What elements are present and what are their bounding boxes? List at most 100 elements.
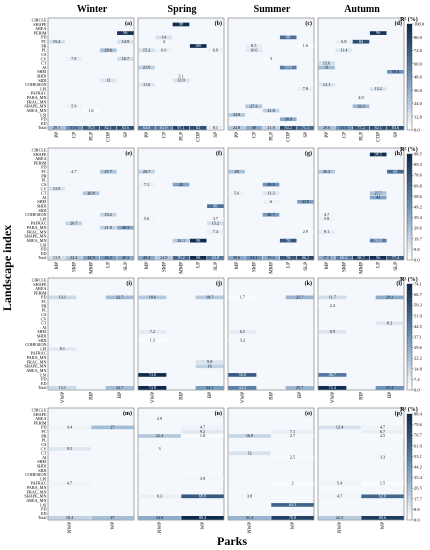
row-label: AREA_MN (26, 498, 46, 503)
cell-value-label: 34.1 (206, 385, 213, 390)
cell-value-label: 26.8 (87, 190, 94, 195)
heat-cell (361, 455, 404, 460)
column-label: PLP (360, 132, 365, 141)
colorbar-title: R² (%) (400, 146, 418, 153)
heat-cell (82, 255, 100, 260)
row-label: FRAC_MN (27, 229, 47, 234)
column-label: BIP (270, 392, 275, 400)
cell-value-label: 15.2 (212, 221, 219, 226)
column-label: PLP (90, 132, 95, 141)
panel-frame (137, 147, 225, 261)
heat-cell (262, 108, 280, 113)
cell-value-label: 7.8 (71, 56, 76, 61)
season-header-summer: Summer (254, 4, 291, 15)
cell-value-label: 29.1 (53, 125, 60, 130)
cell-value-label: 21.8 (267, 125, 274, 130)
cell-value-label: 4.9 (358, 95, 363, 100)
row-label: COHESION (25, 472, 46, 477)
row-label: AREA (35, 286, 46, 291)
cell-value-label: 62.8 (379, 493, 386, 498)
heat-cell (387, 69, 404, 74)
column-label: SMP (72, 262, 77, 272)
cell-value-label: 4.7 (71, 169, 76, 174)
column-label: LP (287, 262, 292, 268)
cell-value-label: 24.8 (233, 125, 240, 130)
colorbar-tick-label: 60.0 (414, 61, 423, 66)
cell-value-label: 100 (195, 43, 201, 48)
heat-cell (318, 515, 361, 520)
panel-f: 20.7 7.3 42 66 5.6 3.715.2 7.4 24.3 98 40.4 24.8 70… (137, 147, 225, 274)
colorbar-tick-label: 49.2 (414, 205, 422, 210)
column-label: VWP (151, 392, 156, 403)
cell-value-label: 5.9 (71, 103, 76, 108)
row-label: AREA (35, 156, 46, 161)
heat-cell (279, 35, 297, 40)
column-label: VWP (241, 392, 246, 403)
heat-cell (387, 169, 404, 174)
row-label: AI (42, 325, 47, 330)
panel-frame (227, 147, 315, 261)
colorbar-tick-label: 9.8 (414, 247, 420, 252)
row-label: FRAC_MN (27, 99, 47, 104)
row-label: PARA_MN (27, 225, 47, 230)
colorbar-step (407, 361, 412, 366)
cell-value-label: 59.6 (285, 65, 292, 70)
cell-value-label: 40 (252, 125, 256, 130)
heat-cell (228, 295, 257, 300)
colorbar-step (407, 456, 412, 461)
colorbar-title: R² (%) (400, 406, 418, 413)
row-label: CT (41, 191, 47, 196)
heat-cell (155, 125, 173, 130)
row-label: CT (41, 321, 47, 326)
heat-cell (138, 65, 155, 70)
colorbar-step (407, 108, 412, 113)
heat-cell (352, 125, 370, 130)
cell-value-label: 61.9 (160, 125, 167, 130)
heat-cell (117, 57, 134, 61)
cell-value-label: 42 (376, 195, 380, 200)
heat-cell (195, 385, 224, 390)
row-label: PD (41, 247, 46, 252)
column-label: LP (107, 262, 112, 268)
cell-value-label: 64.3 (289, 502, 296, 507)
column-label: COP (107, 132, 112, 142)
cell-value-label: 3.8 (247, 493, 252, 498)
heat-cell (207, 204, 224, 209)
column-label: BP (388, 392, 393, 398)
heat-cell (369, 191, 387, 196)
row-label: CV (41, 446, 47, 451)
row-label: COHESION (25, 82, 46, 87)
cell-value-label: 78 (286, 255, 290, 260)
heat-cell (369, 195, 387, 200)
cell-value-label: 8.5 (251, 43, 256, 48)
row-label: CV (41, 56, 47, 61)
cell-value-label: 82 (196, 125, 200, 130)
column-label: NWP (158, 522, 163, 533)
row-label: CS (41, 52, 47, 57)
colorbar-step (407, 228, 412, 233)
cell-value-label: 43.9 (302, 199, 309, 204)
colorbar-tick-label: 100.0 (414, 22, 425, 27)
heat-cell (318, 329, 347, 334)
heat-cell (117, 225, 134, 230)
heat-cell (245, 104, 263, 109)
heat-cell (318, 61, 335, 66)
row-label: ED (41, 121, 47, 126)
cell-value-label: 70.2 (177, 255, 184, 260)
colorbar-step (407, 386, 412, 391)
cell-value-label: 80.6 (379, 515, 386, 520)
cell-value-label: 42 (179, 182, 183, 187)
cell-value-label: 40.3 (122, 225, 129, 230)
heat-cell (91, 425, 134, 430)
cell-value-label: 64.8 (143, 125, 150, 130)
cell-value-label: 2.9 (157, 416, 162, 421)
heat-cell (369, 152, 387, 157)
colorbar-tick-label: 0.0 (414, 258, 420, 263)
cell-value-label: 29.2 (386, 295, 393, 300)
row-label: LPI (40, 346, 47, 351)
cell-value-label: 98.5 (375, 152, 382, 157)
heat-cell (207, 230, 224, 234)
row-label: PC (41, 169, 46, 174)
colorbar-tick-label: 70.7 (414, 433, 423, 438)
